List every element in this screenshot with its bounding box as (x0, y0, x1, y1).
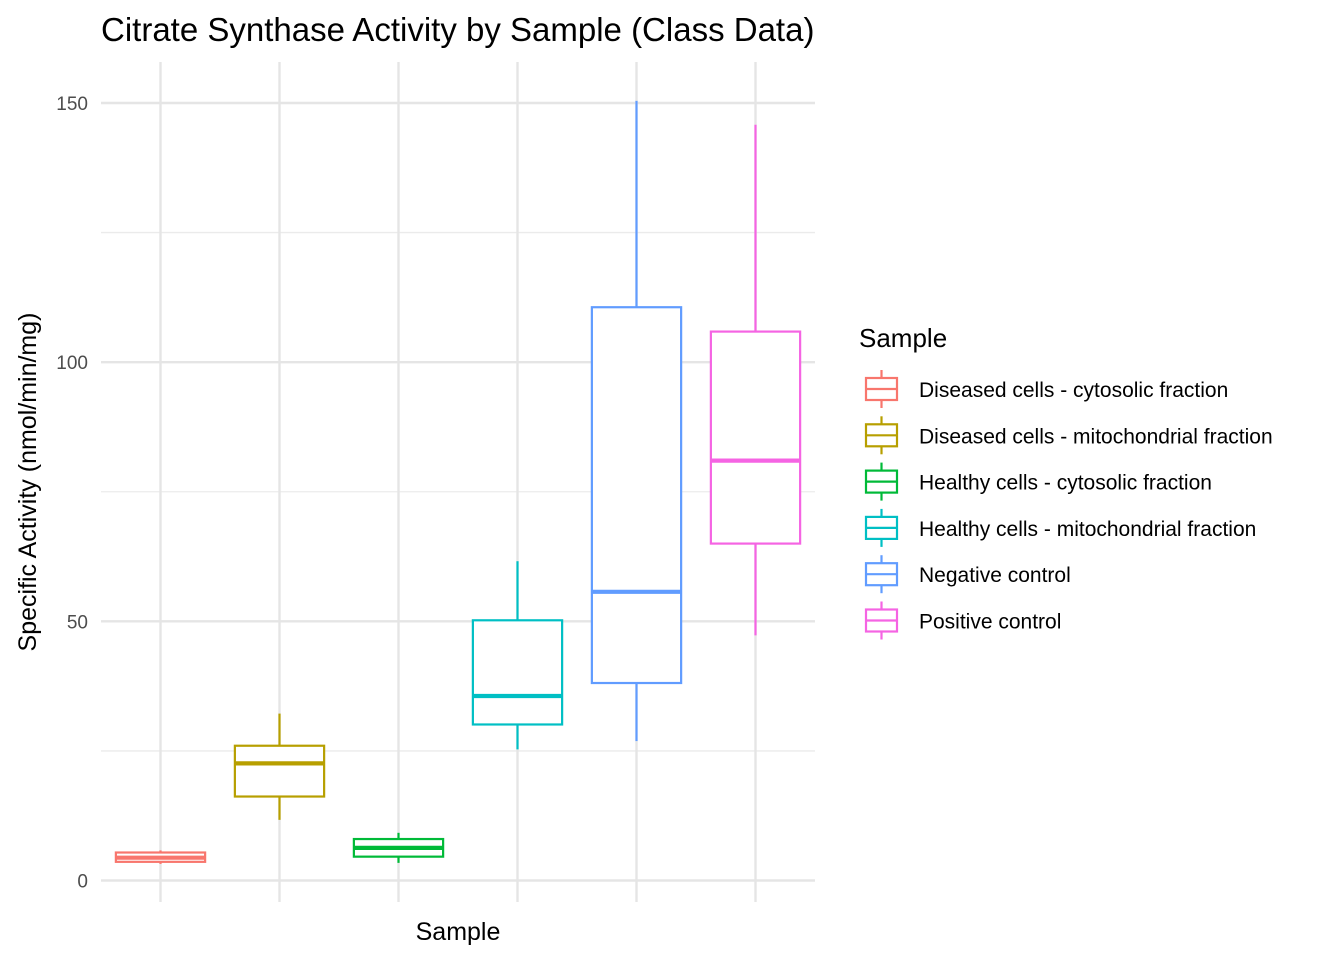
box-body (233, 744, 326, 798)
box-2 (233, 713, 326, 820)
legend-label: Healthy cells - cytosolic fraction (919, 472, 1212, 495)
box-body (471, 619, 564, 726)
legend-item-5: Negative control (864, 555, 1071, 594)
legend-label: Diseased cells - cytosolic fraction (919, 379, 1228, 402)
legend-label: Negative control (919, 564, 1071, 587)
legend-label: Diseased cells - mitochondrial fraction (919, 425, 1273, 448)
box-4 (471, 561, 564, 750)
legend-item-4: Healthy cells - mitochondrial fraction (864, 508, 1256, 547)
chart-title: Citrate Synthase Activity by Sample (Cla… (101, 11, 814, 48)
y-tick-label: 0 (77, 872, 88, 893)
boxes (114, 100, 802, 864)
y-axis-title: Specific Activity (nmol/min/mg) (14, 313, 42, 652)
y-tick-label: 150 (56, 94, 88, 115)
box-5 (590, 100, 683, 742)
box-3 (352, 832, 445, 863)
legend-item-6: Positive control (864, 601, 1061, 640)
legend-item-1: Diseased cells - cytosolic fraction (864, 370, 1228, 408)
legend-item-2: Diseased cells - mitochondrial fraction (864, 416, 1273, 455)
legend-title: Sample (859, 323, 947, 353)
legend-label: Healthy cells - mitochondrial fraction (919, 518, 1256, 541)
grid (101, 62, 815, 902)
y-axis-ticks: 0 50 100 150 (56, 94, 88, 893)
legend-label: Positive control (919, 611, 1061, 634)
box-1 (114, 850, 207, 864)
y-tick-label: 100 (56, 353, 88, 374)
y-tick-label: 50 (67, 612, 88, 633)
legend: Sample Diseased cells - cytosolic fracti… (859, 323, 1273, 640)
legend-item-3: Healthy cells - cytosolic fraction (864, 462, 1212, 501)
box-body (709, 330, 802, 545)
x-axis-title: Sample (416, 918, 501, 946)
box-6 (709, 124, 802, 636)
box-body (590, 306, 683, 685)
